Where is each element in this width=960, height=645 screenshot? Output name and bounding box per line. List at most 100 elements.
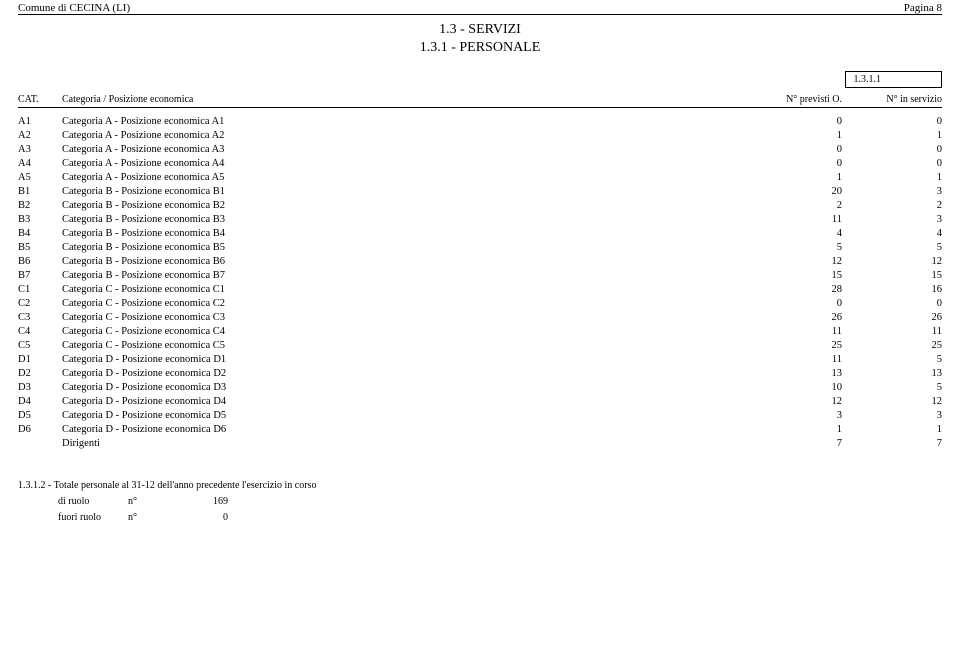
row-desc: Categoria A - Posizione economica A2 bbox=[62, 128, 742, 142]
row-cat: B2 bbox=[18, 198, 62, 212]
row-desc: Categoria D - Posizione economica D6 bbox=[62, 422, 742, 436]
footer-line-label: fuori ruolo bbox=[58, 510, 128, 526]
row-desc: Categoria B - Posizione economica B3 bbox=[62, 212, 742, 226]
table-row: Dirigenti77 bbox=[18, 436, 942, 450]
row-servizio: 5 bbox=[842, 240, 942, 254]
row-previsti: 4 bbox=[742, 226, 842, 240]
row-previsti: 2 bbox=[742, 198, 842, 212]
row-desc: Categoria C - Posizione economica C1 bbox=[62, 282, 742, 296]
row-cat: D5 bbox=[18, 408, 62, 422]
row-servizio: 4 bbox=[842, 226, 942, 240]
reference-box: 1.3.1.1 bbox=[845, 71, 943, 88]
row-cat: D2 bbox=[18, 366, 62, 380]
row-cat: D4 bbox=[18, 394, 62, 408]
row-servizio: 11 bbox=[842, 324, 942, 338]
table-row: A3Categoria A - Posizione economica A300 bbox=[18, 142, 942, 156]
row-cat: B5 bbox=[18, 240, 62, 254]
footer-line: di ruolon°169 bbox=[18, 494, 942, 510]
table-row: A2Categoria A - Posizione economica A211 bbox=[18, 128, 942, 142]
row-servizio: 13 bbox=[842, 366, 942, 380]
row-desc: Categoria A - Posizione economica A3 bbox=[62, 142, 742, 156]
table-row: B2Categoria B - Posizione economica B222 bbox=[18, 198, 942, 212]
row-servizio: 5 bbox=[842, 380, 942, 394]
row-servizio: 3 bbox=[842, 408, 942, 422]
row-previsti: 7 bbox=[742, 436, 842, 450]
row-desc: Categoria D - Posizione economica D5 bbox=[62, 408, 742, 422]
footer-line-n: n° bbox=[128, 494, 168, 510]
col-header-previsti: N° previsti O. bbox=[742, 94, 842, 105]
row-cat: C3 bbox=[18, 310, 62, 324]
table-row: B5Categoria B - Posizione economica B555 bbox=[18, 240, 942, 254]
row-cat: C2 bbox=[18, 296, 62, 310]
row-previsti: 1 bbox=[742, 422, 842, 436]
row-servizio: 1 bbox=[842, 170, 942, 184]
title-line2: 1.3.1 - PERSONALE bbox=[18, 39, 942, 57]
page-number: Pagina 8 bbox=[904, 2, 942, 14]
row-desc: Dirigenti bbox=[62, 436, 742, 450]
row-servizio: 25 bbox=[842, 338, 942, 352]
row-previsti: 11 bbox=[742, 212, 842, 226]
row-cat: B6 bbox=[18, 254, 62, 268]
row-desc: Categoria B - Posizione economica B7 bbox=[62, 268, 742, 282]
row-servizio: 15 bbox=[842, 268, 942, 282]
row-cat: B7 bbox=[18, 268, 62, 282]
row-cat: A1 bbox=[18, 114, 62, 128]
row-previsti: 26 bbox=[742, 310, 842, 324]
table-row: C3Categoria C - Posizione economica C326… bbox=[18, 310, 942, 324]
row-desc: Categoria D - Posizione economica D4 bbox=[62, 394, 742, 408]
row-servizio: 1 bbox=[842, 422, 942, 436]
page-header: Comune di CECINA (LI) Pagina 8 bbox=[18, 0, 942, 15]
row-desc: Categoria D - Posizione economica D3 bbox=[62, 380, 742, 394]
table-row: C5Categoria C - Posizione economica C525… bbox=[18, 338, 942, 352]
table-row: B4Categoria B - Posizione economica B444 bbox=[18, 226, 942, 240]
row-servizio: 3 bbox=[842, 184, 942, 198]
table-row: D6Categoria D - Posizione economica D611 bbox=[18, 422, 942, 436]
row-cat: B4 bbox=[18, 226, 62, 240]
row-desc: Categoria B - Posizione economica B4 bbox=[62, 226, 742, 240]
row-previsti: 5 bbox=[742, 240, 842, 254]
row-cat: B1 bbox=[18, 184, 62, 198]
row-servizio: 7 bbox=[842, 436, 942, 450]
row-servizio: 1 bbox=[842, 128, 942, 142]
row-previsti: 20 bbox=[742, 184, 842, 198]
row-servizio: 2 bbox=[842, 198, 942, 212]
row-previsti: 1 bbox=[742, 128, 842, 142]
personnel-table: A1Categoria A - Posizione economica A100… bbox=[18, 114, 942, 450]
title-line1: 1.3 - SERVIZI bbox=[18, 21, 942, 39]
row-previsti: 0 bbox=[742, 296, 842, 310]
row-servizio: 0 bbox=[842, 156, 942, 170]
table-row: B7Categoria B - Posizione economica B7 15… bbox=[18, 268, 942, 282]
footer-block: 1.3.1.2 - Totale personale al 31-12 dell… bbox=[18, 478, 942, 526]
row-desc: Categoria A - Posizione economica A1 bbox=[62, 114, 742, 128]
table-row: D3Categoria D - Posizione economica D310… bbox=[18, 380, 942, 394]
table-row: D1Categoria D - Posizione economica D111… bbox=[18, 352, 942, 366]
row-desc: Categoria D - Posizione economica D2 bbox=[62, 366, 742, 380]
row-previsti: 0 bbox=[742, 142, 842, 156]
row-previsti: 3 bbox=[742, 408, 842, 422]
footer-line: fuori ruolon°0 bbox=[18, 510, 942, 526]
table-row: A4Categoria A - Posizione economica A400 bbox=[18, 156, 942, 170]
row-servizio: 0 bbox=[842, 296, 942, 310]
row-desc: Categoria B - Posizione economica B2 bbox=[62, 198, 742, 212]
row-previsti: 0 bbox=[742, 156, 842, 170]
row-servizio: 26 bbox=[842, 310, 942, 324]
row-previsti: 12 bbox=[742, 394, 842, 408]
footer-line-value: 169 bbox=[168, 494, 228, 510]
row-desc: Categoria B - Posizione economica B5 bbox=[62, 240, 742, 254]
row-servizio: 16 bbox=[842, 282, 942, 296]
row-servizio: 5 bbox=[842, 352, 942, 366]
row-servizio: 12 bbox=[842, 394, 942, 408]
footer-line-label: di ruolo bbox=[58, 494, 128, 510]
row-servizio: 0 bbox=[842, 114, 942, 128]
table-row: B1Categoria B - Posizione economica B120… bbox=[18, 184, 942, 198]
row-previsti: 28 bbox=[742, 282, 842, 296]
row-previsti: 0 bbox=[742, 114, 842, 128]
table-row: D5Categoria D - Posizione economica D533 bbox=[18, 408, 942, 422]
table-row: C1Categoria C - Posizione economica C128… bbox=[18, 282, 942, 296]
row-previsti: 1 bbox=[742, 170, 842, 184]
table-row: A5Categoria A - Posizione economica A511 bbox=[18, 170, 942, 184]
row-cat: C4 bbox=[18, 324, 62, 338]
row-desc: Categoria A - Posizione economica A5 bbox=[62, 170, 742, 184]
row-desc: Categoria C - Posizione economica C5 bbox=[62, 338, 742, 352]
row-cat: A4 bbox=[18, 156, 62, 170]
